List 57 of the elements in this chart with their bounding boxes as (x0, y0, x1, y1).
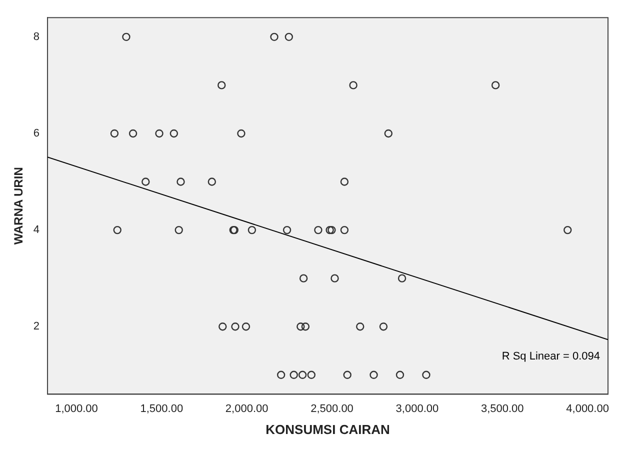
point (491, 81, 500, 90)
point (218, 81, 226, 90)
x-tick-label: 4,000.00 (566, 402, 609, 415)
point (248, 226, 256, 234)
point (299, 274, 308, 282)
annotation: R Sq Linear = 0.094 (502, 350, 600, 363)
point (242, 322, 250, 331)
x-tick-label: 1,500.00 (140, 402, 184, 415)
point (298, 370, 307, 379)
y-tick-label: 2 (33, 320, 40, 333)
point (330, 274, 339, 282)
point (564, 226, 572, 234)
x-axis-title: KONSUMSI CAIRAN (266, 422, 390, 437)
point (326, 226, 334, 234)
point (231, 322, 240, 331)
x-tick-label: 3,000.00 (396, 402, 439, 415)
point (282, 226, 292, 234)
point (370, 370, 378, 379)
point (301, 322, 310, 331)
x-tick-label: 1,000.00 (55, 402, 98, 415)
point (276, 370, 286, 379)
x-tick-label: 2,000.00 (225, 402, 268, 415)
y-tick-label: 8 (33, 30, 40, 43)
y-tick-label: 4 (33, 224, 40, 236)
y-tick-label: 6 (33, 128, 40, 140)
point (113, 226, 122, 234)
point (122, 32, 130, 42)
point (174, 226, 183, 234)
point (237, 129, 246, 138)
point (340, 226, 349, 234)
point (290, 370, 298, 379)
point (142, 178, 150, 186)
y-axis-title: WARNA URIN (12, 167, 26, 245)
point (343, 370, 352, 379)
point (218, 322, 227, 331)
point (170, 129, 178, 138)
point (384, 129, 393, 138)
point (398, 274, 406, 282)
point (356, 322, 364, 331)
point (128, 129, 138, 138)
x-tick-label: 2,500.00 (310, 402, 354, 415)
point (296, 322, 305, 331)
point (340, 178, 349, 186)
point (284, 32, 294, 42)
point (396, 370, 404, 379)
point (349, 81, 358, 90)
point (422, 370, 430, 379)
point (155, 129, 164, 138)
point (208, 178, 216, 186)
point (314, 226, 322, 234)
point (307, 370, 316, 379)
point (176, 178, 185, 186)
point (328, 226, 336, 234)
point (270, 32, 278, 42)
point (379, 322, 388, 331)
point (110, 129, 119, 138)
x-tick-label: 3,500.00 (480, 402, 524, 415)
